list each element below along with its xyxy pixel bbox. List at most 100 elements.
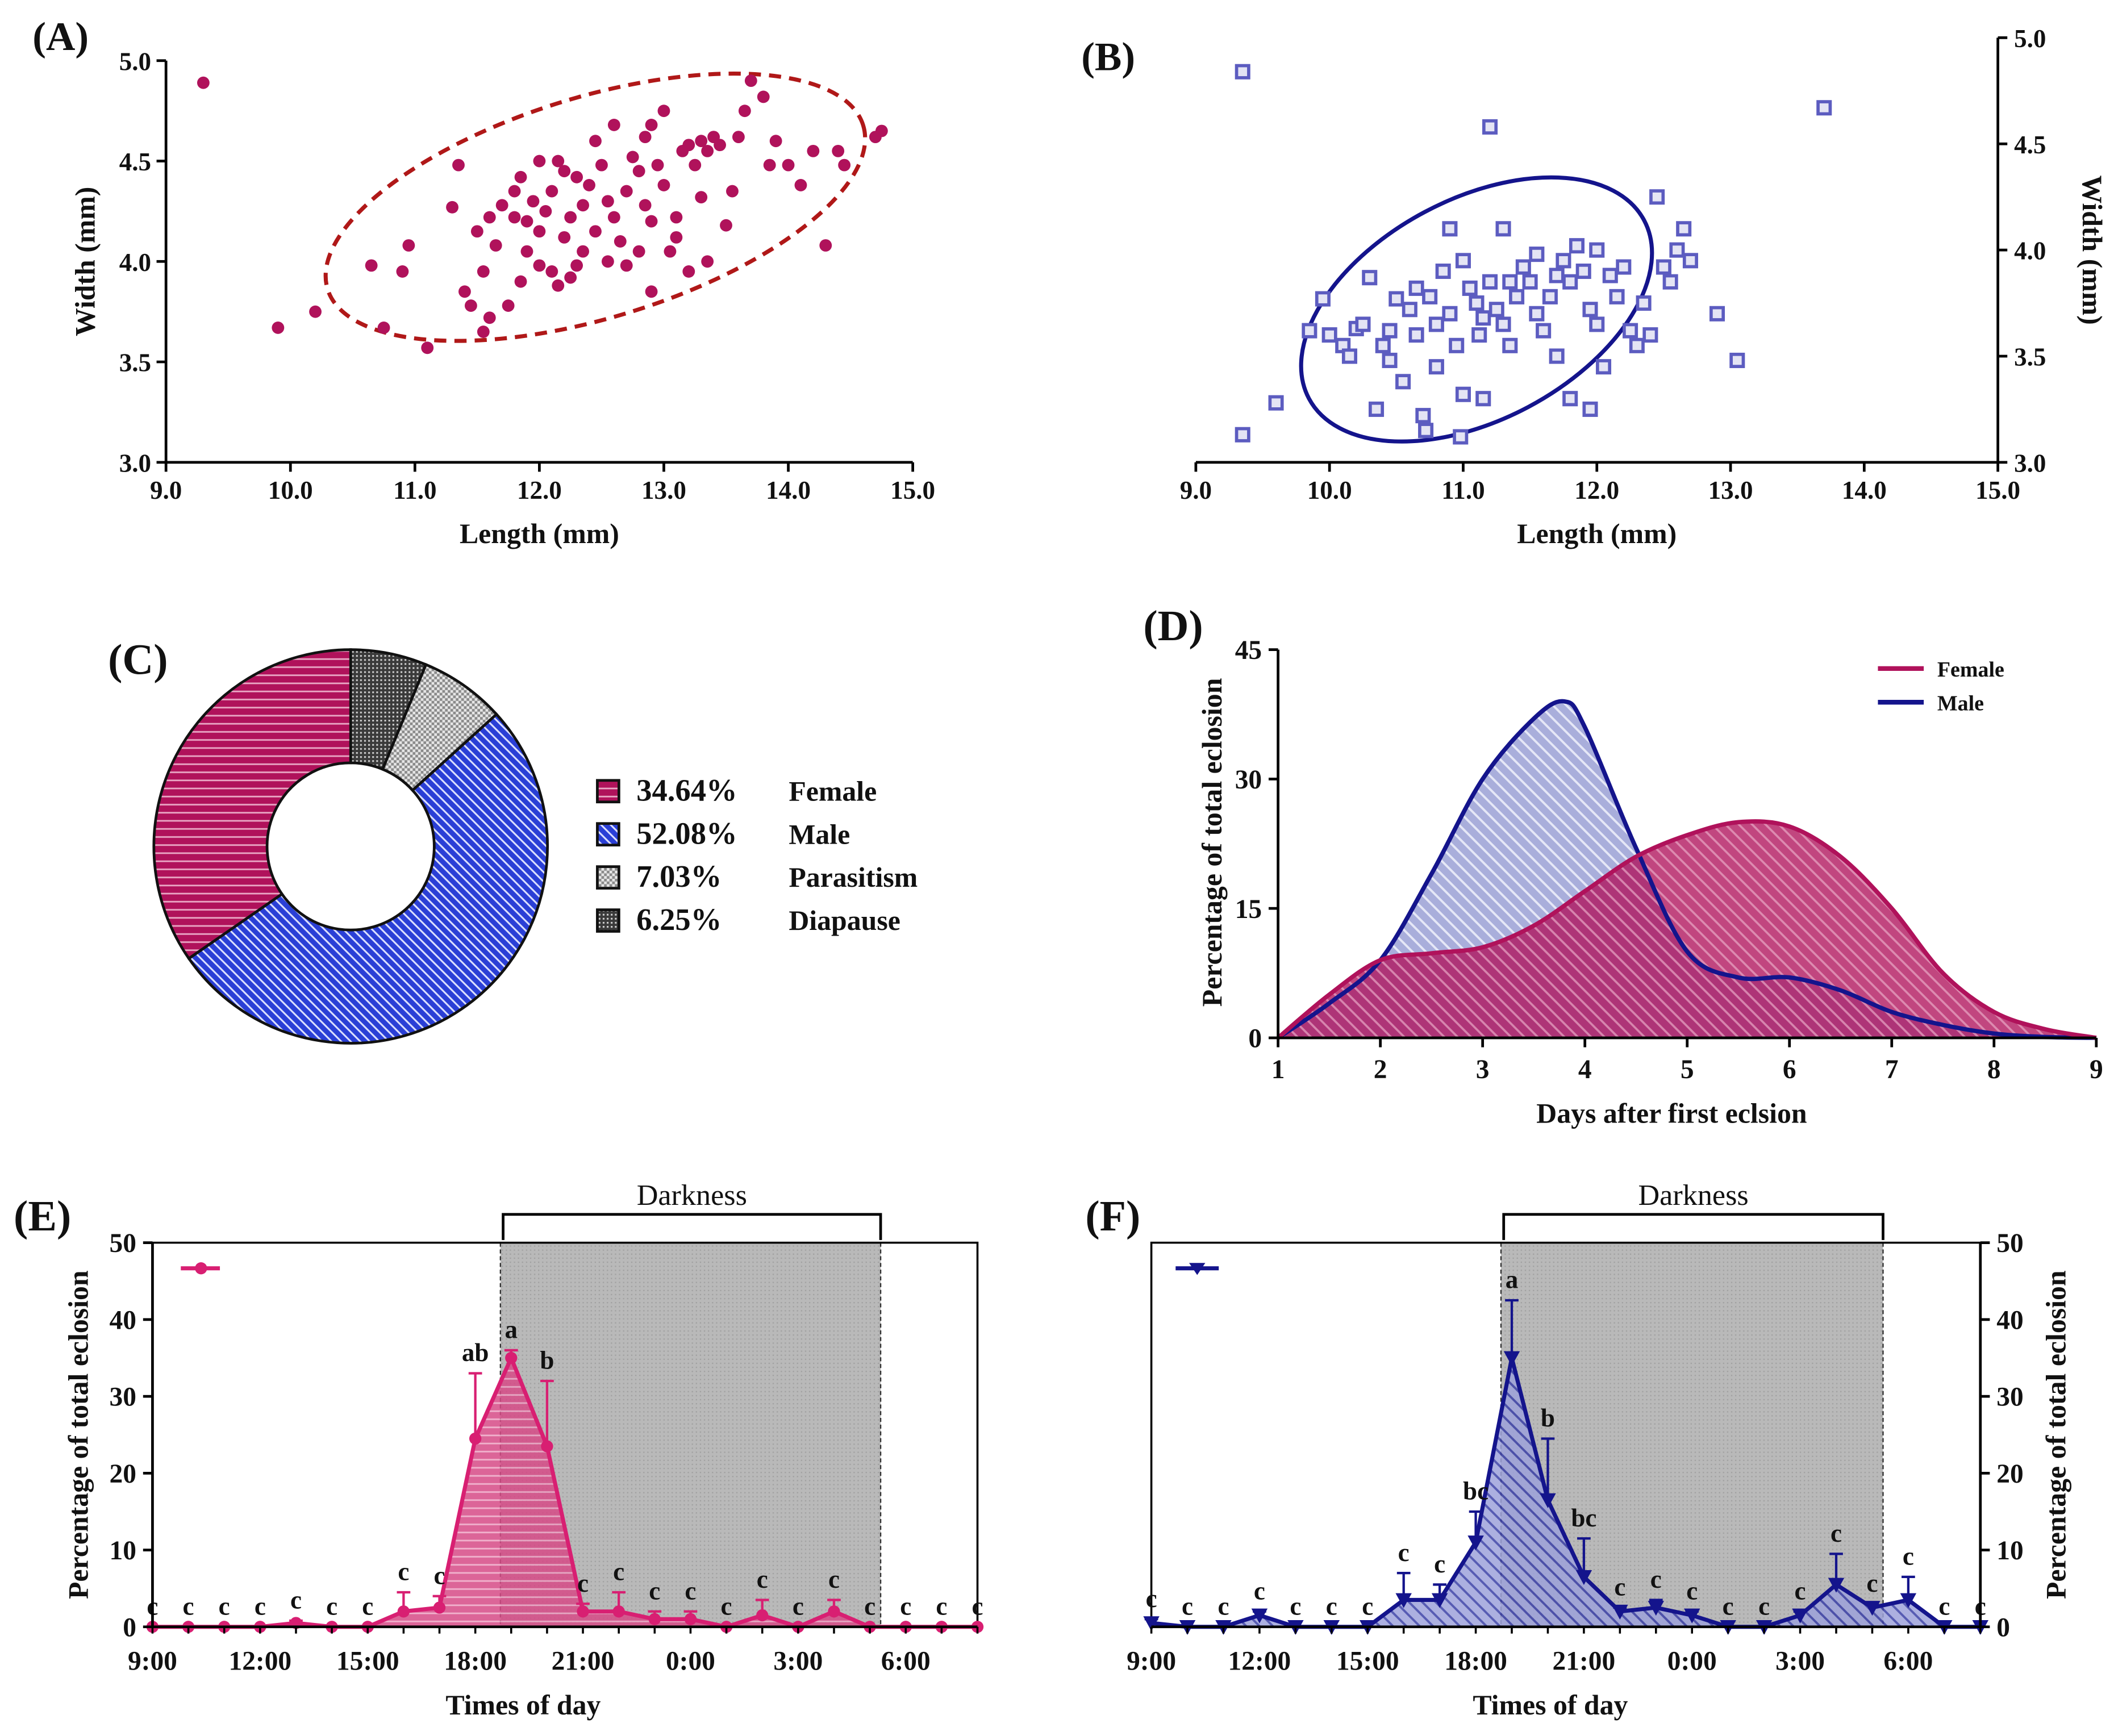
significance-letter: c <box>649 1576 660 1605</box>
data-point <box>1395 374 1411 390</box>
data-point <box>1502 274 1518 290</box>
data-marker <box>1864 1601 1880 1616</box>
significance-letter: a <box>1506 1266 1519 1294</box>
x-tick-label: 18:00 <box>444 1647 507 1676</box>
data-point <box>527 195 540 208</box>
data-point <box>794 179 807 191</box>
significance-letter: c <box>828 1565 840 1593</box>
significance-letter: c <box>900 1592 911 1620</box>
data-point <box>1636 295 1652 311</box>
data-point <box>1662 274 1678 290</box>
data-point <box>570 170 583 183</box>
data-point <box>533 155 546 168</box>
y-tick-label: 30 <box>1235 765 1262 795</box>
x-tick-label: 15.0 <box>890 476 935 504</box>
x-tick-label: 21:00 <box>1553 1647 1616 1676</box>
data-point <box>520 245 533 258</box>
data-point <box>1302 323 1317 339</box>
legend-marker <box>1189 1263 1206 1275</box>
data-marker <box>1503 1351 1520 1366</box>
data-point <box>695 135 708 148</box>
data-marker <box>1575 1570 1592 1585</box>
data-point <box>1455 253 1471 269</box>
data-point <box>1389 291 1404 307</box>
data-point <box>1449 337 1465 353</box>
data-point <box>1602 268 1618 283</box>
significance-letter: c <box>1866 1569 1878 1597</box>
data-point <box>595 158 608 172</box>
legend-marker <box>195 1262 207 1275</box>
data-point <box>1542 289 1558 304</box>
data-point <box>714 139 726 152</box>
data-point <box>1455 386 1471 402</box>
data-marker <box>756 1609 769 1622</box>
x-tick-label: 14.0 <box>1842 476 1887 504</box>
significance-letter: c <box>721 1592 732 1620</box>
data-point <box>732 131 745 144</box>
x-tick-label: 12.0 <box>1574 476 1619 504</box>
significance-letter: c <box>219 1592 230 1620</box>
legend-label: Parasitism <box>789 862 918 893</box>
y-tick-label: 50 <box>1996 1229 2023 1258</box>
data-point <box>583 179 595 191</box>
data-point <box>514 275 527 288</box>
data-point <box>726 185 739 198</box>
x-tick-label: 6:00 <box>1883 1647 1933 1676</box>
data-point <box>539 205 552 218</box>
data-point <box>533 225 546 238</box>
data-point <box>1408 280 1424 296</box>
data-marker <box>1540 1493 1556 1508</box>
x-tick-label: 15:00 <box>336 1647 399 1676</box>
data-point <box>1549 268 1565 283</box>
significance-letter: c <box>1650 1565 1662 1593</box>
x-tick-label: 9:00 <box>1127 1647 1176 1676</box>
x-tick-label: 0:00 <box>1667 1647 1717 1676</box>
x-tick-label: 9 <box>2090 1055 2103 1084</box>
data-point <box>1415 408 1431 424</box>
data-point <box>577 199 589 212</box>
data-point <box>396 265 409 278</box>
data-marker <box>1395 1593 1412 1608</box>
data-point <box>1482 274 1498 290</box>
data-point <box>701 144 714 157</box>
data-point <box>1482 119 1498 135</box>
data-point <box>744 74 757 87</box>
data-point <box>1816 100 1832 116</box>
data-point <box>545 185 558 198</box>
x-axis-title: Length (mm) <box>460 518 619 549</box>
confidence-ellipse <box>1299 175 1654 444</box>
data-point <box>657 179 670 191</box>
data-point <box>1629 337 1645 353</box>
panel-B: (B) 9.0 10.0 11.0 12.0 13.0 14.0 15.03.0 3.5 4.0 4… <box>1081 24 2108 549</box>
data-point <box>1509 289 1525 304</box>
significance-letter: c <box>1686 1576 1698 1605</box>
line-male <box>1277 699 2096 1040</box>
x-axis-title: Days after first eclsion <box>1536 1097 1807 1129</box>
y-tick-label: 0 <box>1248 1024 1262 1054</box>
data-point <box>769 135 782 148</box>
darkness-bracket <box>502 1213 882 1240</box>
x-tick-label: 12:00 <box>1228 1647 1291 1676</box>
x-tick-label: 13.0 <box>1708 476 1753 504</box>
data-point <box>464 299 477 312</box>
data-point <box>1495 316 1511 332</box>
significance-letter: c <box>290 1586 302 1614</box>
darkness-label: Darkness <box>637 1179 747 1212</box>
data-point <box>470 225 483 238</box>
x-tick-label: 4 <box>1578 1055 1592 1084</box>
data-point <box>720 219 732 232</box>
data-point <box>1418 423 1434 439</box>
y-tick-label: 4.0 <box>2014 237 2046 265</box>
data-point <box>1471 327 1487 343</box>
panel-label: (D) <box>1143 602 1203 650</box>
data-point <box>421 341 434 354</box>
x-tick-label: 13.0 <box>641 476 686 504</box>
data-point <box>452 158 465 172</box>
data-point <box>1442 306 1458 322</box>
data-point <box>601 255 614 268</box>
data-point <box>1595 359 1612 375</box>
significance-letter: bc <box>1463 1477 1488 1505</box>
data-point <box>483 311 496 324</box>
panel-E: (E)Darknesscccccccccababcccccccccccc0102… <box>14 1179 984 1721</box>
data-point <box>1502 337 1518 353</box>
